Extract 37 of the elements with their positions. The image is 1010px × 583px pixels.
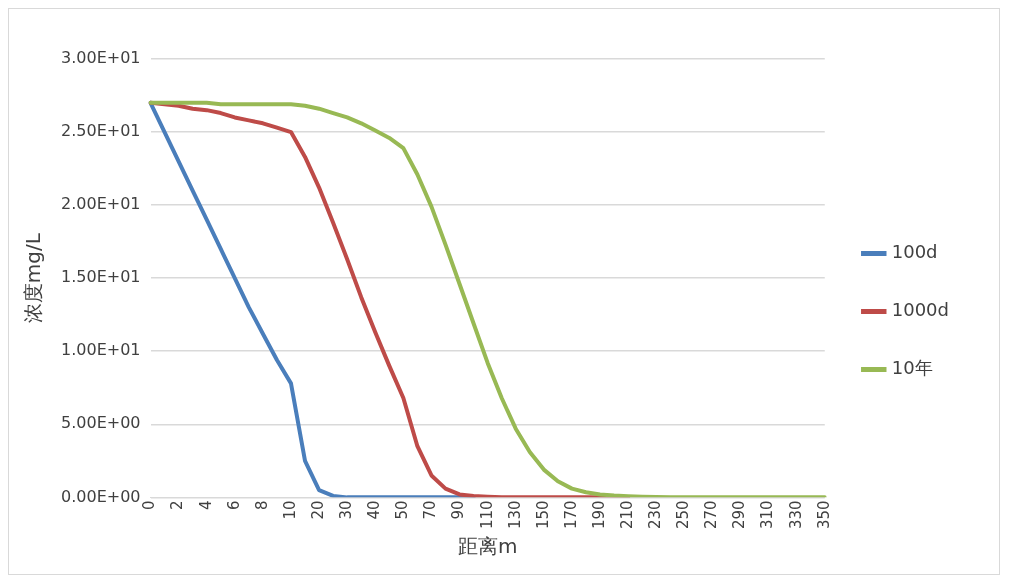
x-tick-label: 8: [252, 500, 271, 510]
y-tick-label: 2.50E+01: [61, 121, 141, 141]
x-tick-label: 210: [618, 500, 636, 530]
x-tick-label: 150: [533, 500, 552, 530]
x-tick-label: 10: [280, 500, 299, 520]
legend-label: 100d: [891, 241, 938, 263]
x-tick-label: 110: [477, 500, 496, 530]
x-tick-label: 130: [505, 500, 524, 530]
x-tick-label: 270: [702, 500, 721, 530]
x-tick-label: 290: [730, 500, 749, 530]
x-tick-label: 90: [449, 500, 468, 520]
x-tick-label: 190: [589, 500, 608, 530]
y-tick-label: 2.00E+01: [61, 194, 141, 214]
x-tick-label: 170: [561, 500, 580, 530]
x-tick-label: 70: [421, 500, 440, 520]
x-tick-label: 230: [646, 500, 665, 530]
x-tick-label: 0: [140, 500, 159, 510]
x-tick-label: 4: [196, 500, 215, 510]
x-tick-label: 40: [365, 500, 384, 520]
y-tick-label: 3.00E+01: [61, 48, 141, 68]
x-tick-label: 20: [308, 500, 327, 520]
y-tick-label: 0.00E+00: [61, 486, 141, 506]
x-tick-label: 310: [758, 500, 777, 530]
x-tick-label: 330: [786, 500, 805, 530]
y-axis-title: 浓度mg/L: [21, 232, 46, 324]
legend-label: 1000d: [891, 299, 949, 321]
legend-label: 10年: [891, 357, 933, 379]
x-tick-label: 250: [674, 500, 693, 530]
x-tick-label: 30: [337, 500, 356, 520]
x-tick-label: 50: [393, 500, 412, 520]
y-tick-label: 1.50E+01: [61, 267, 141, 287]
y-tick-label: 1.00E+01: [61, 340, 141, 360]
x-axis-title: 距离m: [457, 534, 518, 559]
x-tick-label: 350: [814, 500, 833, 530]
y-tick-label: 5.00E+00: [61, 413, 141, 433]
x-tick-label: 6: [224, 500, 243, 510]
x-tick-label: 2: [168, 500, 187, 510]
